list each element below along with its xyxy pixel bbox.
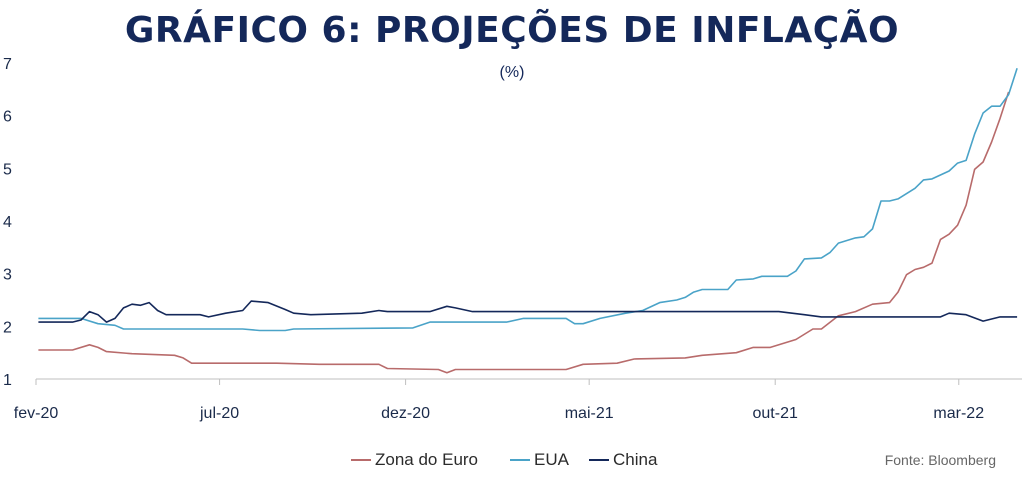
legend-swatch-china <box>589 459 609 461</box>
legend-item-eua: EUA <box>510 450 569 470</box>
legend-label-zona-do-euro: Zona do Euro <box>375 450 479 469</box>
x-tick-label: dez-20 <box>381 405 430 422</box>
x-tick-label: jul-20 <box>199 405 239 422</box>
series-line-zona-do-euro <box>38 91 1010 374</box>
legend-item-zona-do-euro: Zona do Euro <box>351 450 478 470</box>
legend-swatch-zona-do-euro <box>351 459 371 461</box>
y-tick-label: 1 <box>3 372 12 389</box>
y-tick-label: 2 <box>3 319 12 336</box>
source-note: Fonte: Bloomberg <box>884 452 996 468</box>
x-tick-label: fev-20 <box>14 405 59 422</box>
series-line-china <box>38 300 1018 323</box>
legend-label-china: China <box>613 450 658 469</box>
x-tick-label: out-21 <box>753 405 798 422</box>
legend-swatch-eua <box>510 459 530 461</box>
legend-label-eua: EUA <box>534 450 569 469</box>
y-tick-label: 5 <box>3 161 12 178</box>
y-tick-label: 3 <box>3 267 12 284</box>
legend: Zona do Euro EUA China <box>0 450 1024 474</box>
y-tick-label: 7 <box>3 56 12 73</box>
legend-item-china: China <box>589 450 657 470</box>
y-tick-label: 4 <box>3 214 12 231</box>
chart-unit: (%) <box>499 64 525 81</box>
x-tick-label: mar-22 <box>933 405 984 422</box>
x-tick-label: mai-21 <box>565 405 614 422</box>
series-line-eua <box>38 68 1018 332</box>
y-tick-label: 6 <box>3 109 12 126</box>
chart-title: GRÁFICO 6: PROJEÇÕES DE INFLAÇÃO <box>124 10 900 51</box>
